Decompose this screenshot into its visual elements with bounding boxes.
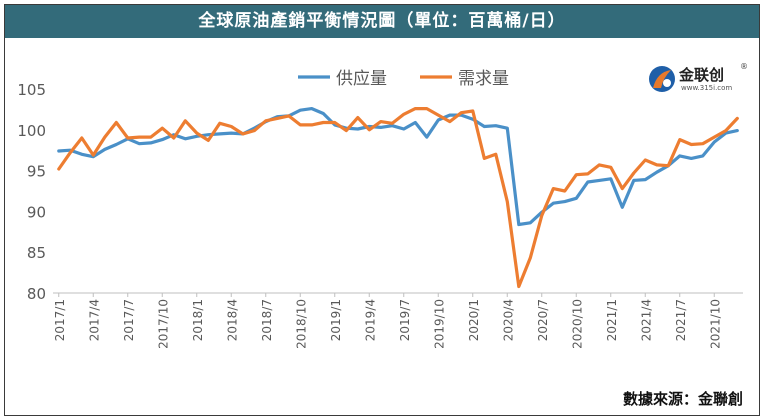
logo-name: 金联创 — [679, 66, 725, 84]
x-tick-label: 2018/10 — [294, 299, 308, 349]
x-tick-label: 2020/4 — [501, 299, 515, 341]
y-tick-label: 105 — [17, 81, 46, 99]
logo-registered-mark: ® — [740, 62, 748, 71]
series-lines — [57, 106, 739, 289]
logo: 金联创 ® www.315i.com — [647, 62, 757, 98]
x-tick-label: 2020/1 — [467, 299, 481, 341]
y-tick-label: 95 — [27, 163, 46, 181]
x-tick-label: 2021/1 — [605, 299, 619, 341]
x-tick-label: 2019/10 — [432, 299, 446, 349]
y-tick-label: 100 — [17, 122, 46, 140]
x-tick-label: 2019/4 — [363, 299, 377, 341]
chart-frame: 全球原油產銷平衡情況圖（單位：百萬桶/日） 80 85 90 95 100 105 2017… — [4, 4, 760, 416]
x-tick-label: 2018/4 — [225, 299, 239, 341]
x-tick-label: 2019/1 — [329, 299, 343, 341]
x-tick-label: 2021/10 — [708, 299, 722, 349]
y-tick-label: 80 — [27, 285, 46, 303]
x-tick-label: 2018/7 — [260, 299, 274, 341]
x-tick-label: 2019/7 — [398, 299, 412, 341]
x-tick-label: 2017/1 — [53, 299, 67, 341]
y-tick-label: 90 — [27, 203, 46, 221]
line-chart: 80 85 90 95 100 105 2017/1 2017/4 2017/7 2017/10 2… — [17, 69, 743, 349]
y-tick-label: 85 — [27, 244, 46, 262]
logo-site: www.315i.com — [681, 84, 733, 92]
x-tick-label: 2017/4 — [87, 299, 101, 341]
x-tick-label: 2021/4 — [639, 299, 653, 341]
legend-label: 需求量 — [458, 69, 509, 89]
x-tick-label: 2017/7 — [122, 299, 136, 341]
legend-label: 供应量 — [336, 69, 387, 89]
x-tick-label: 2020/7 — [536, 299, 550, 341]
series-line-supply — [57, 106, 739, 227]
axes: 80 85 90 95 100 105 2017/1 2017/4 2017/7 2017/10 2… — [17, 81, 743, 349]
legend: 供应量 需求量 — [298, 69, 509, 89]
data-source: 數據來源：金聯創 — [622, 390, 743, 408]
x-tick-label: 2018/1 — [191, 299, 205, 341]
x-tick-label: 2021/7 — [674, 299, 688, 341]
series-line-demand — [57, 106, 739, 289]
x-tick-label: 2017/10 — [156, 299, 170, 349]
jinlianchuang-logo-icon — [649, 66, 675, 92]
chart-title: 全球原油產銷平衡情況圖（單位：百萬桶/日） — [5, 5, 759, 38]
x-tick-label: 2020/10 — [570, 299, 584, 349]
